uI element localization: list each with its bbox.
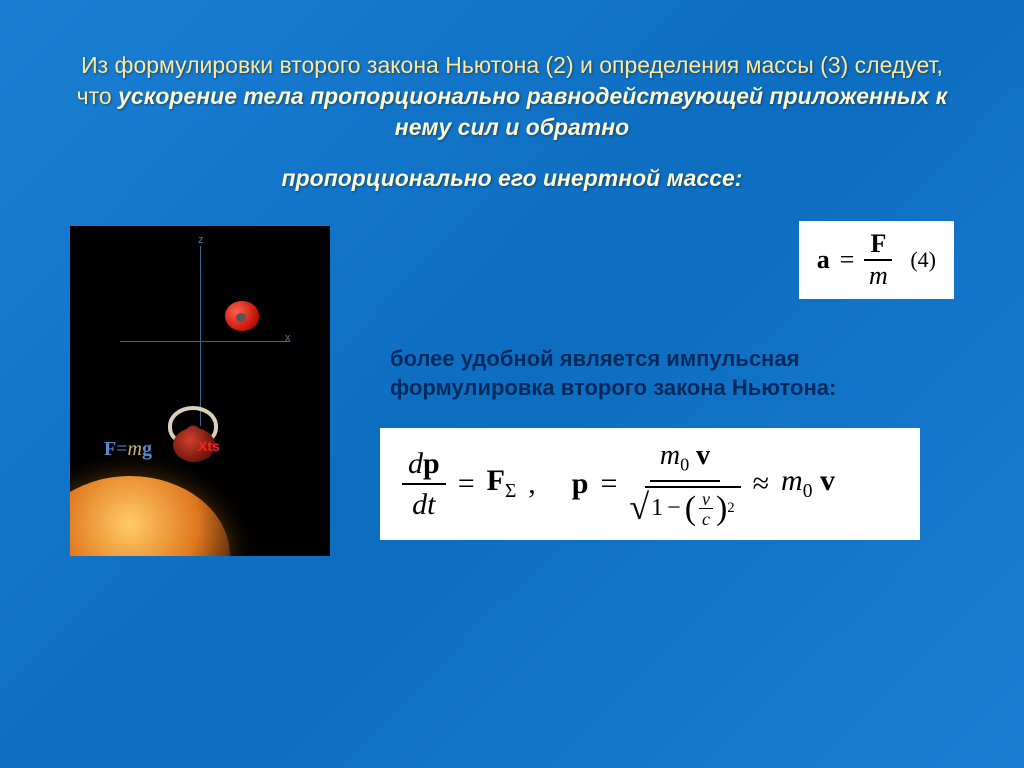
right-column: a = F m (4) более удобной является импул… <box>380 221 954 556</box>
force-mg-label: F=mg <box>104 438 152 461</box>
fmg-m: m <box>128 438 142 460</box>
title-emphasis-2: пропорционально его инертной массе: <box>70 161 954 196</box>
relativistic-fraction: m0 v √ 1 − ( v c ) <box>629 440 740 528</box>
axis-vertical <box>200 246 201 426</box>
vc-fraction: v c <box>699 490 713 528</box>
m0v-approx: m0 v <box>781 464 835 503</box>
fmg-eq: = <box>116 438 127 460</box>
left-column: z x Xts F=mg <box>70 221 350 556</box>
F-sigma: FΣ <box>487 464 517 503</box>
eq1: = <box>458 467 475 501</box>
rel-den: √ 1 − ( v c ) 2 <box>629 482 740 528</box>
fmg-g: g <box>142 438 152 460</box>
fmg-F: F <box>104 438 116 460</box>
formula-momentum: dp dt = FΣ , p = m0 v √ 1 <box>380 428 920 540</box>
planet-icon <box>70 476 230 556</box>
sqrt-body: 1 − ( v c ) 2 <box>645 486 740 528</box>
eq2: = <box>600 467 617 501</box>
f4-fraction: F m <box>864 231 892 289</box>
axis-horizontal <box>120 341 290 342</box>
rparen: ) <box>716 490 727 528</box>
squared: 2 <box>727 500 734 517</box>
title-emphasis-1: ускорение тела пропорционально равнодейс… <box>118 83 947 140</box>
body-text: более удобной является импульсная формул… <box>380 329 954 403</box>
axis-x-label: x <box>285 332 291 344</box>
title-block: Из формулировки второго закона Ньютона (… <box>70 50 954 196</box>
physics-diagram: z x Xts F=mg <box>70 226 330 556</box>
f4-lhs: a <box>817 245 830 275</box>
content-row: z x Xts F=mg a = F m <box>70 221 954 556</box>
dpdt-den: dt <box>412 485 435 521</box>
ball-upper-icon <box>225 301 259 331</box>
slide: Из формулировки второго закона Ньютона (… <box>0 0 1024 768</box>
f4-numerator: F <box>864 231 892 261</box>
f4-number: (4) <box>910 247 936 273</box>
approx: ≈ <box>753 467 769 501</box>
lparen: ( <box>685 490 696 528</box>
dpdt-num: dp <box>402 447 446 485</box>
p2: p <box>572 467 589 501</box>
dpdt-fraction: dp dt <box>402 447 446 521</box>
xts-label: Xts <box>198 438 220 454</box>
rel-num: m0 v <box>650 440 720 482</box>
comma: , <box>528 467 536 501</box>
formula-4: a = F m (4) <box>799 221 954 299</box>
f4-denominator: m <box>869 261 888 289</box>
axis-z-label: z <box>198 234 204 246</box>
f4-eq: = <box>840 245 855 275</box>
